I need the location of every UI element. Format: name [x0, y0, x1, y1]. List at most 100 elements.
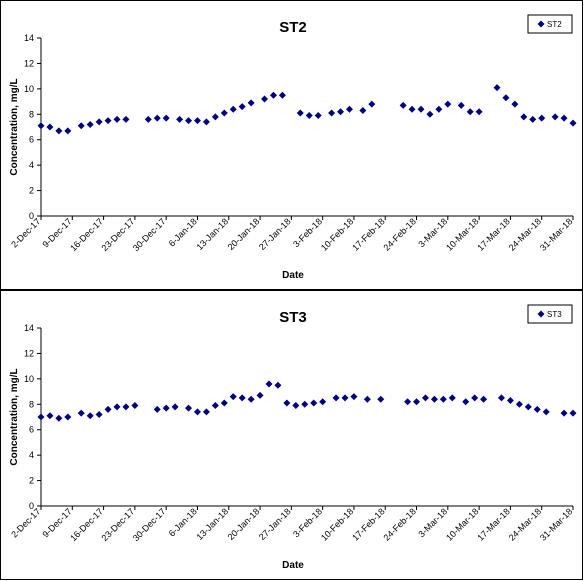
- data-point: [457, 101, 465, 109]
- x-tick-label: 20-Jan-18: [226, 216, 262, 252]
- data-point: [444, 100, 452, 108]
- x-tick-label: 24-Feb-18: [382, 506, 418, 542]
- x-tick-label: 23-Dec-17: [100, 216, 137, 253]
- x-tick-label: 31-Mar-18: [538, 506, 574, 542]
- data-point: [350, 393, 358, 401]
- legend-label: ST2: [547, 20, 562, 29]
- y-tick-label: 6: [29, 425, 34, 435]
- data-point: [77, 409, 85, 417]
- chart-panel-st3: ST3 0 2 4 6 8 10 12 14 2-Dec-17 9-Dec-17 16-Dec-17 2…: [0, 290, 583, 580]
- data-point: [86, 412, 94, 420]
- x-tick-label: 27-Jan-18: [257, 506, 293, 542]
- data-point: [193, 117, 201, 125]
- data-point: [153, 405, 161, 413]
- data-point: [404, 398, 412, 406]
- y-tick-label: 12: [24, 348, 34, 358]
- data-point: [292, 402, 300, 410]
- data-point: [542, 408, 550, 416]
- legend-box: [527, 14, 573, 34]
- y-tick-label: 12: [24, 58, 34, 68]
- data-point: [417, 105, 425, 113]
- chart-title: ST3: [279, 309, 307, 326]
- x-tick-label: 24-Feb-18: [382, 216, 418, 252]
- legend-box: [527, 304, 573, 324]
- y-tick-label: 4: [29, 450, 34, 460]
- data-point: [77, 122, 85, 130]
- data-point: [176, 115, 184, 123]
- data-point: [238, 394, 246, 402]
- data-point: [274, 381, 282, 389]
- x-tick-label: 16-Dec-17: [68, 506, 105, 543]
- data-point: [497, 394, 505, 402]
- data-point: [569, 409, 577, 417]
- data-point: [435, 105, 443, 113]
- data-point: [265, 380, 273, 388]
- x-tick-label: 10-Feb-18: [319, 506, 355, 542]
- data-point: [113, 403, 121, 411]
- y-axis-title: Concentration, mg/L: [9, 368, 20, 465]
- x-axis-title: Date: [282, 270, 304, 281]
- chart-st3: ST3024681012142-Dec-179-Dec-1716-Dec-172…: [9, 304, 577, 571]
- x-tick-label: 13-Jan-18: [194, 216, 230, 252]
- data-point: [46, 123, 54, 131]
- y-tick-label: 0: [29, 501, 34, 511]
- data-point: [520, 113, 528, 121]
- y-tick-label: 8: [29, 399, 34, 409]
- x-tick-label: 17-Mar-18: [475, 216, 511, 252]
- data-point: [162, 404, 170, 412]
- data-point: [466, 108, 474, 116]
- data-point: [310, 399, 318, 407]
- data-point: [332, 394, 340, 402]
- chart-st2: ST2024681012142-Dec-179-Dec-1716-Dec-172…: [9, 14, 577, 281]
- data-point: [131, 402, 139, 410]
- data-point: [202, 118, 210, 126]
- data-point: [337, 108, 345, 116]
- data-point: [314, 112, 322, 120]
- data-point: [95, 410, 103, 418]
- data-point: [202, 408, 210, 416]
- data-point: [345, 105, 353, 113]
- data-point: [377, 395, 385, 403]
- x-tick-label: 10-Mar-18: [444, 506, 480, 542]
- data-point: [64, 127, 72, 135]
- data-point: [430, 395, 438, 403]
- data-point: [211, 113, 219, 121]
- data-point: [37, 122, 45, 130]
- data-point: [538, 114, 546, 122]
- data-point: [104, 405, 112, 413]
- data-point: [278, 91, 286, 99]
- y-tick-label: 14: [24, 33, 34, 43]
- data-point: [144, 115, 152, 123]
- y-tick-label: 4: [29, 160, 34, 170]
- x-tick-label: 30-Dec-17: [131, 216, 168, 253]
- legend-marker: [537, 310, 545, 318]
- data-point: [439, 395, 447, 403]
- x-tick-label: 17-Feb-18: [350, 506, 386, 542]
- data-point: [560, 114, 568, 122]
- y-tick-label: 2: [29, 186, 34, 196]
- data-point: [368, 100, 376, 108]
- chart-title: ST2: [279, 19, 307, 36]
- data-point: [408, 105, 416, 113]
- data-point: [551, 113, 559, 121]
- x-tick-label: 6-Jan-18: [167, 216, 199, 248]
- data-point: [515, 400, 523, 408]
- data-point: [448, 394, 456, 402]
- data-point: [247, 395, 255, 403]
- y-tick-label: 10: [24, 374, 34, 384]
- data-point: [319, 398, 327, 406]
- data-point: [471, 394, 479, 402]
- data-point: [46, 412, 54, 420]
- x-tick-label: 17-Mar-18: [475, 506, 511, 542]
- data-point: [238, 103, 246, 111]
- data-point: [529, 115, 537, 123]
- data-point: [328, 109, 336, 117]
- y-tick-label: 2: [29, 476, 34, 486]
- data-point: [480, 395, 488, 403]
- x-tick-label: 27-Jan-18: [257, 216, 293, 252]
- data-point: [193, 408, 201, 416]
- data-point: [399, 101, 407, 109]
- x-tick-label: 13-Jan-18: [194, 506, 230, 542]
- data-point: [185, 117, 193, 125]
- data-point: [113, 115, 121, 123]
